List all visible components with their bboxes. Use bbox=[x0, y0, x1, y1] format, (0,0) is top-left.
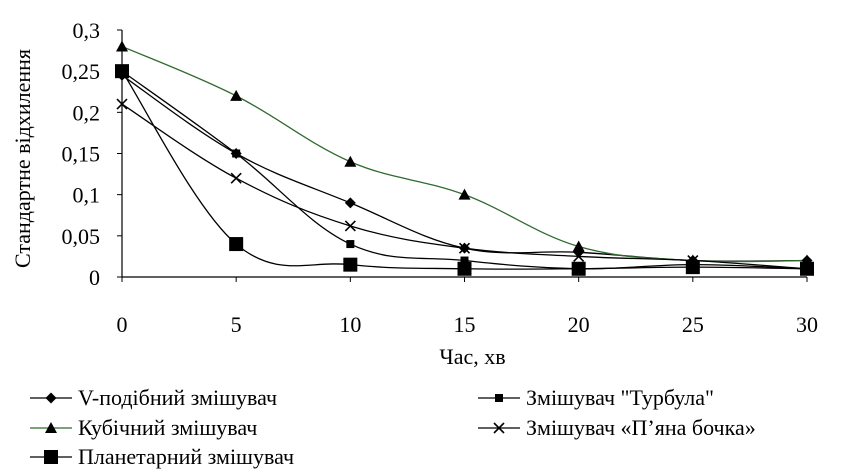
triangle-marker bbox=[45, 422, 57, 433]
triangle-marker bbox=[572, 240, 585, 252]
axes bbox=[117, 29, 808, 282]
x-marker-stroke bbox=[116, 98, 128, 110]
triangle-marker bbox=[230, 89, 243, 101]
x-marker-stroke bbox=[344, 220, 356, 232]
x-tick-label: 20 bbox=[568, 312, 590, 337]
square-marker bbox=[346, 240, 355, 249]
series-lines bbox=[121, 45, 808, 270]
legend-label: Змішувач «П’яна бочка» bbox=[526, 415, 756, 440]
legend-label: Планетарний змішувач bbox=[78, 444, 294, 469]
x-marker bbox=[116, 98, 128, 110]
y-tick-label: 0,15 bbox=[62, 142, 101, 167]
legend-label: V-подібний змішувач bbox=[78, 385, 277, 410]
y-tick-label: 0,1 bbox=[73, 183, 101, 208]
y-tick-label: 0,25 bbox=[62, 59, 101, 84]
series-markers bbox=[115, 40, 814, 276]
x-marker bbox=[344, 220, 356, 232]
large-square-marker bbox=[685, 260, 700, 275]
y-tick-label: 0,3 bbox=[73, 18, 101, 43]
diamond-marker bbox=[45, 392, 57, 404]
triangle-marker bbox=[116, 40, 128, 52]
x-marker-stroke bbox=[573, 250, 585, 262]
large-square-marker bbox=[115, 64, 129, 79]
diamond-marker bbox=[344, 197, 356, 209]
square-marker bbox=[460, 256, 469, 265]
legend-item: Кубічний змішувач bbox=[30, 415, 257, 440]
series-line bbox=[121, 45, 808, 263]
legend-label: Кубічний змішувач bbox=[78, 415, 257, 440]
x-tick-label: 30 bbox=[796, 312, 818, 337]
triangle-marker bbox=[344, 155, 357, 167]
legend-label: Змішувач "Турбула" bbox=[526, 385, 714, 410]
large-square-marker bbox=[457, 261, 472, 276]
x-tick-label: 0 bbox=[117, 312, 128, 337]
x-marker bbox=[493, 422, 505, 434]
legend-item: Змішувач «П’яна бочка» bbox=[478, 415, 756, 440]
legend-item: Планетарний змішувач bbox=[30, 444, 294, 469]
x-tick-label: 25 bbox=[682, 312, 704, 337]
series-line bbox=[121, 70, 808, 270]
tick-labels: 0 5 10 15 20 25 30 0 0,05 0,1 0,15 0,2 0,25 0,3 bbox=[62, 18, 819, 337]
x-marker-stroke bbox=[230, 172, 242, 184]
x-tick-label: 10 bbox=[339, 312, 361, 337]
x-axis-title: Час, хв bbox=[439, 344, 505, 369]
x-marker-stroke bbox=[493, 422, 505, 434]
triangle-marker bbox=[458, 188, 471, 200]
x-tick-label: 15 bbox=[454, 312, 476, 337]
x-marker bbox=[458, 242, 471, 254]
y-axis-title: Стандартне відхилення bbox=[10, 49, 35, 268]
large-square-marker bbox=[571, 261, 586, 276]
x-tick-label: 5 bbox=[231, 312, 242, 337]
square-marker bbox=[495, 394, 503, 402]
large-square-marker bbox=[800, 261, 814, 276]
large-square-marker bbox=[44, 450, 58, 464]
series-line bbox=[121, 70, 808, 270]
y-tick-label: 0 bbox=[89, 265, 100, 290]
legend-item: Змішувач "Турбула" bbox=[478, 385, 714, 410]
legend-item: V-подібний змішувач bbox=[30, 385, 277, 410]
x-marker-stroke bbox=[458, 242, 471, 254]
large-square-marker bbox=[343, 257, 358, 272]
x-marker bbox=[230, 172, 242, 184]
legend: V-подібний змішувач Змішувач "Турбула" Куб… bbox=[30, 385, 756, 469]
y-tick-label: 0,05 bbox=[62, 224, 101, 249]
large-square-marker bbox=[229, 237, 244, 252]
y-tick-label: 0,2 bbox=[73, 100, 101, 125]
x-marker bbox=[573, 250, 585, 262]
square-marker bbox=[232, 149, 241, 158]
